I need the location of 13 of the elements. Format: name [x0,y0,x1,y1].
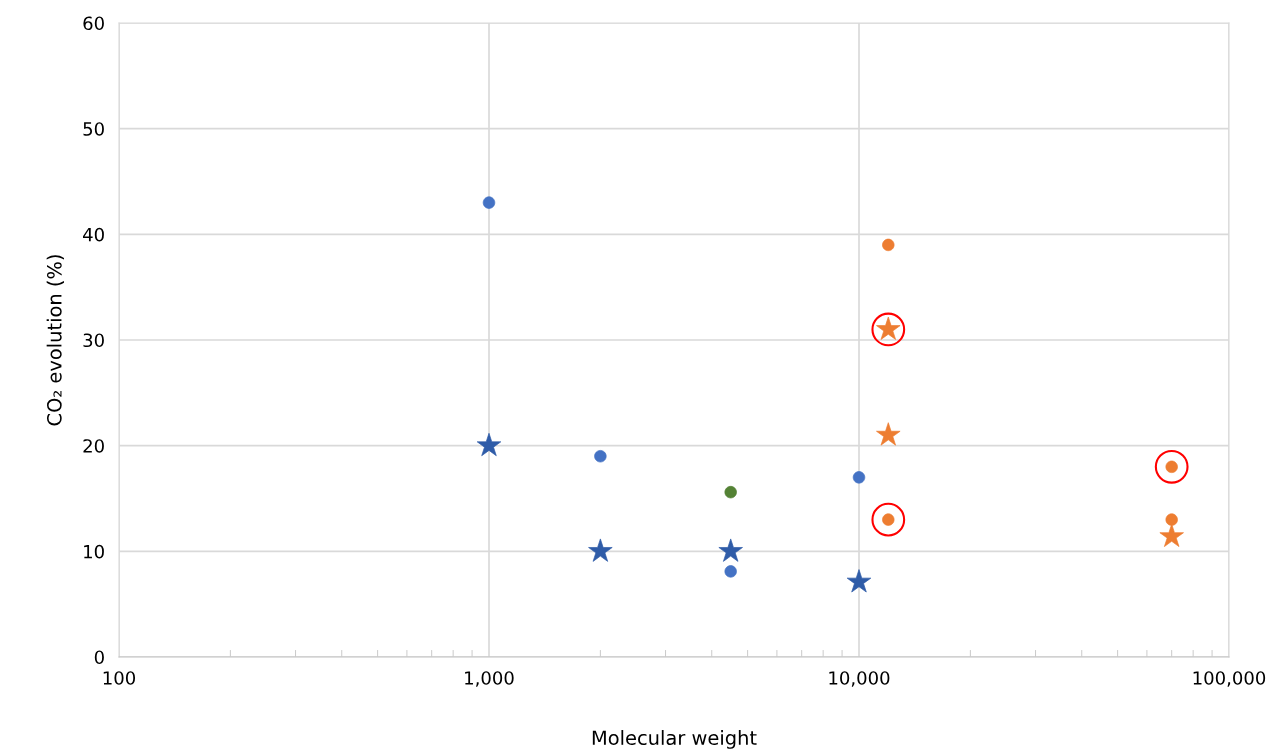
x-tick-label: 1,000 [465,671,514,687]
x-tick-label: 100 [103,671,136,685]
y-tick-label: 10 [84,544,104,559]
y-tick-label: 50 [83,122,104,136]
y-tick-label: 30 [83,333,104,348]
y-tick-label: 0 [94,650,104,665]
y-tick-label: 20 [83,439,104,453]
x-tick-label: 10,000 [829,671,890,687]
y-tick-label: 40 [83,227,104,242]
x-tick-label: 100,000 [1193,671,1266,687]
y-axis-title: CO₂ evolution (%) [46,255,64,426]
y-tick-label: 60 [83,16,104,31]
x-axis-title: Molecular weight [592,730,757,749]
